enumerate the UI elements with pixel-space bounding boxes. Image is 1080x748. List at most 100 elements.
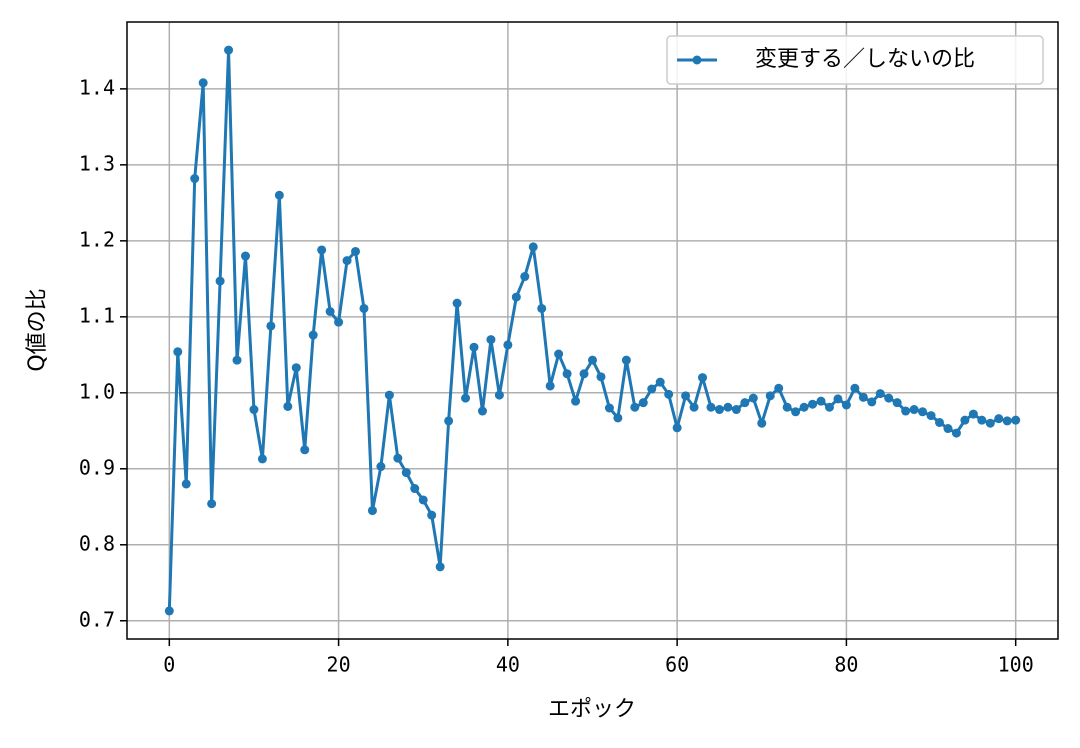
point (740, 398, 750, 408)
point (435, 562, 445, 572)
plot-area (164, 45, 1021, 616)
point (681, 391, 691, 401)
point (985, 418, 995, 428)
point (714, 405, 724, 415)
point (943, 424, 953, 434)
point (351, 246, 361, 256)
point (977, 415, 987, 425)
y-tick-label: 0.9 (79, 455, 115, 479)
point (613, 413, 623, 423)
point (291, 363, 301, 373)
point (884, 393, 894, 403)
point (850, 383, 860, 393)
point (334, 317, 344, 327)
point (511, 292, 521, 302)
point (410, 484, 420, 494)
point (748, 393, 758, 403)
point (926, 411, 936, 421)
point (393, 453, 403, 463)
point (359, 303, 369, 313)
legend-marker (692, 55, 702, 65)
point (706, 402, 716, 412)
point (452, 298, 462, 308)
point (841, 400, 851, 410)
point (1011, 415, 1021, 425)
point (444, 416, 454, 426)
point (664, 389, 674, 399)
y-tick-label: 1.1 (79, 303, 115, 327)
point (274, 190, 284, 200)
y-axis-label: Q値の比 (25, 288, 50, 371)
point (240, 251, 250, 261)
point (257, 454, 267, 464)
point (579, 369, 589, 379)
point (537, 303, 547, 313)
legend: 変更する／しないの比 (666, 35, 1044, 85)
point (164, 606, 174, 616)
point (621, 355, 631, 365)
point (731, 405, 741, 415)
point (401, 468, 411, 478)
point (300, 445, 310, 455)
point (596, 372, 606, 382)
x-tick-label: 100 (998, 653, 1034, 677)
point (774, 383, 784, 393)
legend-label: 変更する／しないの比 (755, 47, 975, 72)
point (190, 174, 200, 184)
point (951, 428, 961, 438)
point (520, 272, 530, 282)
point (867, 397, 877, 407)
point (554, 349, 564, 359)
y-tick-label: 1.0 (79, 379, 115, 403)
y-tick-label: 0.8 (79, 531, 115, 555)
point (224, 45, 234, 55)
x-tick-label: 0 (163, 653, 175, 677)
point (545, 381, 555, 391)
point (207, 499, 217, 509)
point (672, 423, 682, 433)
x-axis-label: エポック (548, 697, 636, 722)
y-tick-label: 1.2 (79, 227, 115, 251)
x-tick-label: 80 (834, 653, 858, 677)
point (647, 384, 657, 394)
point (181, 479, 191, 489)
point (325, 307, 335, 317)
point (477, 406, 487, 416)
x-tick-label: 60 (665, 653, 689, 677)
point (630, 402, 640, 412)
point (173, 347, 183, 357)
point (562, 369, 572, 379)
point (875, 389, 885, 399)
point (571, 396, 581, 406)
point (765, 391, 775, 401)
point (892, 398, 902, 408)
point (799, 402, 809, 412)
point (418, 495, 428, 505)
point (638, 398, 648, 408)
point (384, 390, 394, 400)
point (960, 415, 970, 425)
y-tick-label: 1.3 (79, 151, 115, 175)
point (317, 245, 327, 255)
point (604, 403, 614, 413)
point (935, 417, 945, 427)
y-tick-label: 0.7 (79, 607, 115, 631)
point (698, 373, 708, 383)
point (461, 393, 471, 403)
point (689, 402, 699, 412)
point (198, 78, 208, 88)
point (757, 418, 767, 428)
axes-frame (126, 21, 1059, 640)
point (308, 330, 318, 340)
point (1002, 416, 1012, 426)
point (249, 405, 259, 415)
point (723, 402, 733, 412)
point (283, 401, 293, 411)
point (909, 405, 919, 415)
point (588, 355, 597, 365)
point (376, 462, 386, 472)
point (232, 355, 242, 365)
legend-box (666, 35, 1044, 85)
